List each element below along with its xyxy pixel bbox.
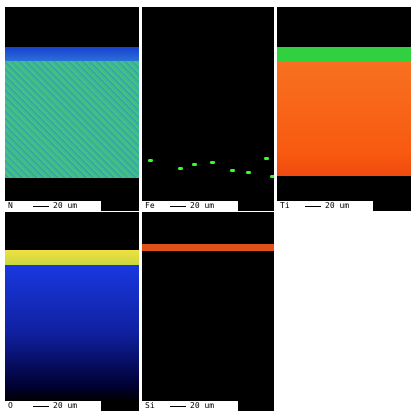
surface-band bbox=[5, 47, 139, 61]
page: N20 um Fe20 um Ti20 um O20 um Si20 um ((… bbox=[0, 0, 411, 411]
particle bbox=[246, 171, 251, 174]
particle bbox=[270, 175, 274, 178]
map-panel: N 20 um bbox=[5, 7, 139, 211]
element-label: Si bbox=[145, 401, 155, 411]
label-bar: N 20 um bbox=[5, 201, 101, 211]
surface-band bbox=[277, 47, 411, 62]
scale-label: 20 um bbox=[53, 401, 77, 411]
map-panel: Si 20 um bbox=[142, 212, 274, 411]
label-bar: Fe 20 um bbox=[142, 201, 238, 211]
surface-band bbox=[142, 244, 274, 251]
particle bbox=[148, 159, 153, 162]
element-label: O bbox=[8, 401, 13, 411]
element-label: Ti bbox=[280, 201, 290, 211]
label-bar: Si 20 um bbox=[142, 401, 238, 411]
bulk-region bbox=[277, 62, 411, 176]
particle bbox=[264, 157, 269, 160]
scale-label: 20 um bbox=[190, 401, 214, 411]
scale-label: 20 um bbox=[53, 201, 77, 211]
label-bar: O 20 um bbox=[5, 401, 101, 411]
scale-line bbox=[305, 206, 321, 207]
bulk-region bbox=[5, 265, 139, 401]
scale-line bbox=[33, 406, 49, 407]
element-label: Fe bbox=[145, 201, 155, 211]
scale-label: 20 um bbox=[325, 201, 349, 211]
scale-line bbox=[170, 206, 186, 207]
map-panel: O 20 um bbox=[5, 212, 139, 411]
label-bar: Ti 20 um bbox=[277, 201, 373, 211]
particle bbox=[230, 169, 235, 172]
particle bbox=[178, 167, 183, 170]
scale-label: 20 um bbox=[190, 201, 214, 211]
map-panel: Ti 20 um bbox=[277, 7, 411, 211]
scale-line bbox=[170, 406, 186, 407]
surface-band bbox=[5, 250, 139, 265]
particle bbox=[192, 163, 197, 166]
bulk-region bbox=[5, 61, 139, 178]
particle bbox=[210, 161, 215, 164]
map-panel: Fe 20 um bbox=[142, 7, 274, 211]
scale-line bbox=[33, 206, 49, 207]
element-label: N bbox=[8, 201, 13, 211]
